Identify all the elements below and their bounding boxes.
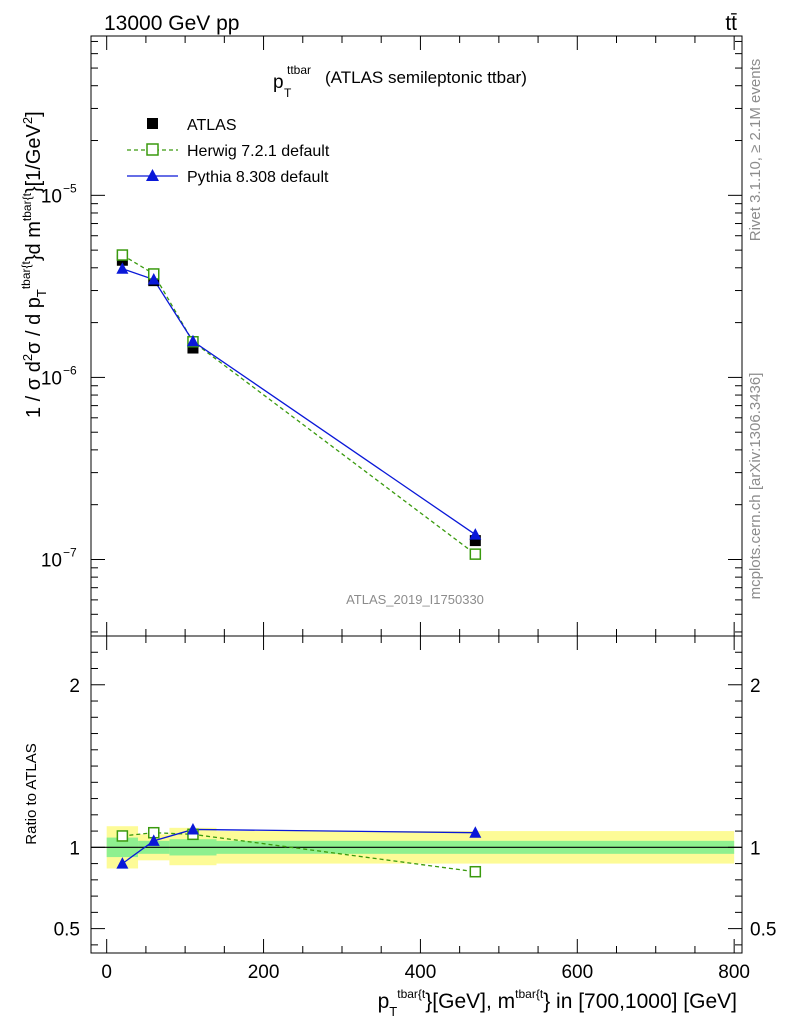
ratio-line-herwig [122,832,476,873]
process-label: tt̄ [725,12,737,35]
analysis-watermark: ATLAS_2019_I1750330 [346,592,484,607]
legend: ATLAS Herwig 7.2.1 default Pythia 8.308 … [127,117,330,186]
x-tick-label: 0 [101,962,112,983]
main-series [116,249,482,560]
ratio-point-herwig [116,830,129,842]
y-tick-exponent-main: −7 [63,545,77,559]
data-point-pythia [147,272,160,285]
data-point-pythia [116,262,129,274]
ratio-plot-frame [90,635,743,954]
y-tick-label-ratio-right: 2 [750,676,761,697]
ratio-point-pythia [147,834,160,846]
energy-label: 13000 GeV pp [104,12,239,35]
legend-pythia-label: Pythia 8.308 default [187,169,329,186]
y-tick-label-main: 10 [41,368,62,389]
ratio-line-pythia [121,828,476,865]
title-sub: T [284,86,292,100]
y-tick-exponent-main: −5 [63,181,77,195]
x-tick-label: 600 [561,962,593,983]
ratio-point-pythia [186,822,199,835]
ratio-point-pythia [469,826,482,838]
y-tick-label-main: 10 [41,550,62,571]
mcplots-label: mcplots.cern.ch [arXiv:1306.3436] [747,373,764,600]
ratio-point-herwig [469,865,482,878]
x-axis-label: pTtbar{t}[GeV], mtbar{t} in [700,1000] [… [378,987,737,1019]
y-tick-label-main: 10 [41,186,62,207]
y-tick-label-ratio: 0.5 [54,920,80,941]
x-tick-label: 800 [718,962,750,983]
series-line-pythia [122,268,476,536]
title-rest: (ATLAS semileptonic ttbar) [325,68,527,87]
data-point-herwig [469,548,482,560]
data-point-pythia [469,528,482,540]
rivet-label: Rivet 3.1.10, ≥ 2.1M events [747,59,764,242]
data-point-atlas [469,535,481,547]
x-tick-label: 400 [405,962,437,983]
ratio-point-pythia [116,857,129,869]
plot-title: p T ttbar (ATLAS semileptonic ttbar) [273,63,527,100]
title-p: p [273,72,284,93]
ratio-series [116,822,482,878]
x-tick-label: 200 [248,962,280,983]
y-axis-label-main: 1 / σ d2σ / d pTtbar{t}d mtbar{t}[1/GeV2… [19,111,49,418]
y-tick-label-ratio-right: 0.5 [750,920,776,941]
y-tick-label-ratio-right: 1 [750,838,761,859]
legend-atlas-marker [147,118,158,129]
title-sup: ttbar [287,63,311,77]
data-point-pythia [186,334,199,347]
legend-herwig-marker [146,143,159,156]
data-point-herwig [116,249,129,261]
legend-pythia-marker [146,169,159,181]
legend-atlas-label: ATLAS [187,117,237,134]
y-tick-exponent-main: −6 [63,363,77,377]
legend-herwig-label: Herwig 7.2.1 default [187,143,330,160]
y-tick-label-ratio: 2 [69,676,80,697]
y-label-main-text: 1 / σ d2σ / d pTtbar{t}d mtbar{t}[1/GeV2… [19,111,49,418]
series-line-herwig [122,254,476,555]
y-tick-label-ratio: 1 [69,838,80,859]
data-point-atlas [187,342,199,354]
y-axis-label-ratio: Ratio to ATLAS [23,743,40,844]
